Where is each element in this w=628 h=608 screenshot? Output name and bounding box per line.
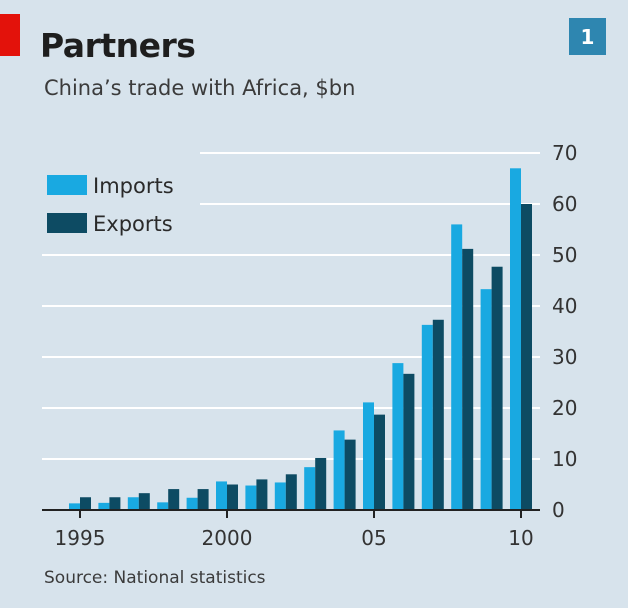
y-tick-label-30: 30: [552, 345, 577, 369]
x-tick-label-2000: 2000: [202, 526, 253, 550]
imports-bar-2001: [245, 485, 257, 510]
imports-bar-2004: [333, 430, 345, 510]
imports-bar-1999: [186, 497, 198, 510]
exports-bar-2000: [227, 484, 238, 510]
y-tick-label-40: 40: [552, 294, 577, 318]
x-tick-label-1995: 1995: [55, 526, 106, 550]
exports-bar-2009: [491, 266, 503, 510]
x-tick-label-2005: 05: [361, 526, 386, 550]
imports-bar-2009: [480, 289, 492, 510]
exports-bar-1998: [168, 489, 180, 510]
imports-bar-2003: [304, 467, 316, 510]
exports-bar-2006: [403, 373, 415, 510]
exports-bar-2002: [285, 474, 297, 510]
imports-bar-2010: [510, 168, 521, 511]
exports-bar-2004: [344, 439, 356, 510]
exports-bar-2010: [521, 204, 532, 510]
exports-bar-2005: [374, 414, 385, 510]
exports-bar-1996: [109, 497, 121, 510]
imports-bar-2000: [216, 481, 227, 510]
exports-bar-1999: [197, 489, 209, 510]
exports-bar-2001: [256, 479, 268, 510]
y-tick-label-0: 0: [552, 498, 565, 522]
imports-bar-1996: [98, 502, 110, 510]
y-axis-labels: 0 10 20 30 40 50 60 70: [552, 141, 577, 522]
y-tick-label-10: 10: [552, 447, 577, 471]
bars: [69, 168, 532, 511]
exports-bar-2008: [462, 248, 474, 510]
legend-label-exports: Exports: [93, 212, 173, 236]
legend-swatch-exports: [47, 213, 87, 233]
y-tick-label-20: 20: [552, 396, 577, 420]
x-axis: [42, 509, 540, 518]
chart-number-badge: 1: [569, 18, 606, 55]
imports-bar-2005: [363, 402, 374, 510]
exports-bar-2007: [432, 319, 444, 510]
chart-title: Partners: [40, 26, 196, 65]
exports-bar-1995: [80, 497, 91, 510]
source-note: Source: National statistics: [44, 568, 266, 588]
imports-bar-1995: [69, 503, 80, 510]
legend: Imports Exports: [47, 174, 174, 236]
legend-swatch-imports: [47, 175, 87, 195]
legend-label-imports: Imports: [93, 174, 174, 198]
imports-bar-1998: [157, 502, 169, 510]
accent-tab: [0, 14, 20, 56]
imports-bar-2008: [451, 224, 463, 510]
chart-subtitle: China’s trade with Africa, $bn: [44, 76, 356, 100]
exports-bar-1997: [138, 493, 150, 510]
y-tick-label-60: 60: [552, 192, 577, 216]
imports-bar-1997: [127, 497, 139, 510]
x-tick-label-2010: 10: [508, 526, 533, 550]
y-tick-label-50: 50: [552, 243, 577, 267]
x-axis-labels: 1995 2000 05 10: [55, 526, 534, 550]
exports-bar-2003: [315, 457, 327, 510]
imports-bar-2002: [274, 482, 286, 510]
imports-bar-2007: [421, 324, 433, 510]
imports-bar-2006: [392, 363, 404, 510]
y-tick-label-70: 70: [552, 141, 577, 165]
